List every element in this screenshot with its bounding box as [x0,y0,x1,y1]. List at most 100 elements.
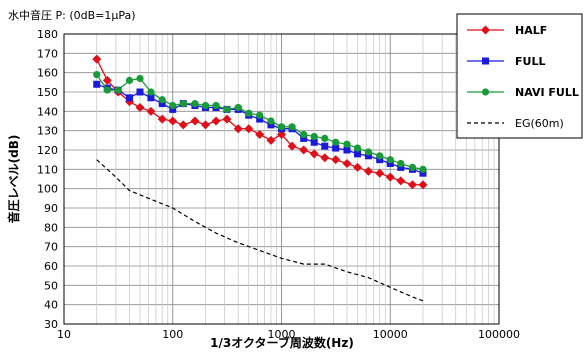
data-point-diamond [92,54,102,64]
data-point-circle [125,76,134,84]
data-point-square [397,163,405,171]
data-point-square [169,105,177,113]
data-point-diamond [299,145,309,155]
data-point-diamond [157,114,167,124]
data-point-circle [147,88,155,96]
data-point-diamond [331,155,341,165]
x-tick-label: 100000 [478,328,520,341]
x-tick-label: 10000 [373,328,408,341]
x-tick-label: 1000 [268,328,296,341]
x-tick-labels: 10 100 1000 10000 100000 [57,328,520,341]
data-point-square [376,156,384,164]
data-point-square [354,150,362,158]
data-point-circle [245,109,253,117]
series-layer [92,54,428,302]
data-point-square [267,121,275,129]
y-tick-label: 180 [37,28,58,41]
data-point-circle [191,100,199,108]
data-point-diamond [255,130,265,140]
y-tick-label: 140 [37,105,58,118]
data-point-diamond [211,116,221,126]
data-point-circle [419,165,427,173]
data-point-circle [343,140,351,148]
y-tick-label: 160 [37,67,58,80]
data-point-circle [408,163,417,171]
y-tick-label: 110 [37,163,58,176]
data-point-circle [234,103,242,112]
data-point-square [419,169,427,177]
y-tick-label: 130 [37,125,58,138]
y-tick-labels: 30 40 50 60 70 80 90 100 110 120 130 140 150 160 170 18… [37,28,58,331]
legend-box [456,13,583,139]
data-point-circle [321,134,329,142]
data-point-circle [332,138,340,146]
data-point-circle [169,101,177,110]
y-tick-label: 80 [44,221,58,234]
data-point-circle [103,86,111,94]
y-tick-label: 60 [44,260,58,273]
series-full [93,80,427,177]
data-point-diamond [385,172,395,182]
data-point-diamond [481,25,490,35]
legend-label: FULL [515,55,545,68]
data-point-square [482,57,489,65]
data-point-square [147,94,155,102]
data-point-circle [397,159,405,168]
y-tick-label: 150 [37,86,58,99]
data-point-circle [376,152,384,160]
x-axis-title: 1/3オクターブ周波数(Hz) [210,335,354,350]
data-point-circle [267,117,275,125]
series-navi-full [93,71,427,173]
data-point-square [343,146,351,154]
data-point-diamond [266,135,276,145]
data-point-diamond [178,120,188,130]
data-point-diamond [363,166,373,176]
legend-label: EG(60m) [515,117,564,130]
data-point-diamond [233,124,243,134]
data-point-circle [93,71,101,79]
data-point-circle [114,86,122,94]
y-tick-label: 50 [44,279,58,292]
data-point-square [386,160,394,168]
y-tick-label: 90 [44,202,58,215]
data-point-square [256,115,264,123]
data-point-diamond [320,153,330,163]
data-point-diamond [244,124,254,134]
y-tick-label: 40 [44,299,58,312]
legend: HALF FULL NAVI FULL EG(60m) [456,13,583,139]
data-point-circle [136,74,144,83]
data-point-diamond [102,75,112,85]
data-point-circle [481,88,490,96]
data-point-circle [201,101,210,110]
data-point-diamond [277,130,286,140]
x-tick-label: 10 [57,328,71,341]
data-point-circle [353,144,362,152]
data-point-diamond [353,162,363,172]
data-point-circle [310,132,318,141]
data-point-circle [256,111,264,119]
data-point-diamond [309,149,319,159]
y-tick-label: 100 [37,183,58,196]
series-line [96,83,424,174]
data-point-diamond [407,180,417,190]
y-tick-label: 170 [37,47,58,60]
data-point-square [310,138,318,146]
data-point-circle [179,100,187,108]
data-point-square [300,134,308,142]
data-point-diamond [375,168,385,178]
data-point-square [321,142,329,150]
grid [64,34,499,324]
series-half [92,54,428,190]
data-point-diamond [287,141,297,151]
data-point-square [136,88,144,96]
legend-label: HALF [515,24,547,37]
plot-area-border [63,33,500,325]
series-line [96,159,424,302]
data-point-circle [212,101,220,110]
data-point-circle [223,105,231,113]
x-tick-label: 100 [162,328,183,341]
data-point-diamond [418,180,428,190]
data-point-circle [288,123,296,131]
data-point-circle [300,130,308,139]
